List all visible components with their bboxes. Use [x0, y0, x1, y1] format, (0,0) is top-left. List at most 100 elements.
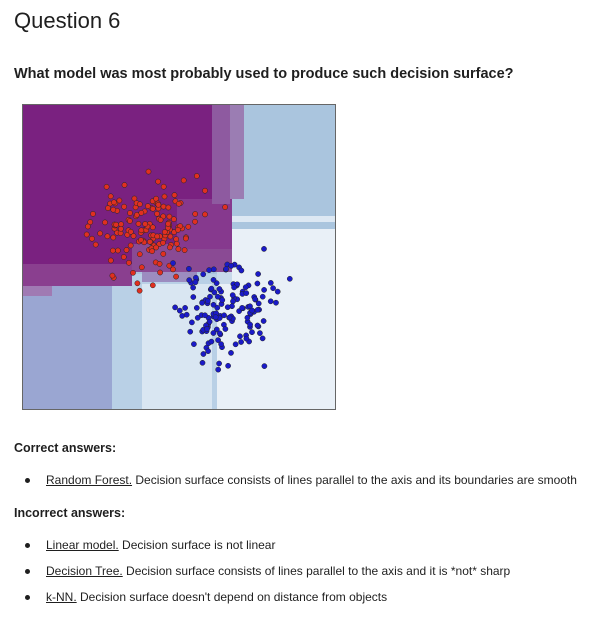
red-point	[120, 254, 127, 260]
blue-point	[212, 314, 219, 321]
red-point	[116, 197, 123, 204]
blue-point	[244, 314, 251, 321]
red-point	[118, 221, 124, 228]
answer-explanation: Decision surface is not linear	[118, 538, 276, 552]
question-title: Question 6	[14, 8, 121, 33]
red-point	[142, 221, 148, 227]
red-point	[161, 229, 168, 235]
blue-point	[255, 271, 261, 277]
answer-linear-model: Linear model. Decision surface is not li…	[0, 537, 510, 563]
blue-point	[261, 363, 268, 369]
red-point	[149, 248, 155, 255]
bullet-icon	[25, 478, 30, 483]
blue-point	[249, 329, 255, 336]
red-point	[160, 251, 167, 257]
red-point	[107, 257, 114, 264]
answer-link[interactable]: Decision Tree.	[46, 564, 123, 578]
red-point	[89, 235, 95, 242]
blue-point	[199, 300, 205, 306]
blue-point	[208, 285, 215, 292]
answer-explanation: Decision surface consists of lines paral…	[122, 564, 511, 578]
blue-point	[199, 359, 206, 366]
blue-point	[200, 271, 207, 278]
plot-frame	[22, 104, 336, 410]
blue-point	[186, 265, 192, 272]
red-point	[121, 203, 127, 210]
blue-point	[210, 266, 217, 273]
blue-point	[215, 337, 221, 343]
blue-point	[200, 351, 207, 357]
red-point	[154, 210, 160, 217]
blue-point	[254, 280, 261, 287]
blue-point	[170, 260, 176, 266]
blue-point	[225, 362, 231, 369]
blue-point	[286, 275, 293, 282]
blue-point	[247, 321, 253, 328]
red-point	[145, 203, 151, 209]
blue-point	[252, 296, 258, 303]
answer-link[interactable]: k-NN.	[46, 590, 77, 604]
blue-point	[211, 289, 218, 296]
red-point	[171, 192, 178, 198]
red-point	[153, 195, 159, 202]
blue-point	[216, 330, 223, 337]
blue-point	[267, 280, 274, 286]
blue-point	[190, 294, 197, 300]
blue-point	[210, 301, 217, 308]
red-point	[127, 218, 133, 224]
blue-point	[229, 292, 236, 298]
red-point	[121, 182, 128, 188]
red-point	[156, 261, 163, 267]
incorrect-answers-list: Linear model. Decision surface is not li…	[0, 537, 510, 615]
answer-explanation: Decision surface doesn't depend on dista…	[76, 590, 388, 604]
red-point	[109, 272, 116, 279]
red-point	[166, 213, 173, 220]
red-point	[160, 203, 167, 210]
red-point	[165, 221, 171, 227]
blue-point	[176, 307, 183, 314]
answer-random-forest: Random Forest. Decision surface consists…	[0, 472, 577, 498]
blue-point	[254, 322, 261, 329]
bullet-icon	[25, 543, 30, 548]
red-point	[155, 201, 162, 208]
blue-point	[230, 298, 236, 305]
blue-point	[193, 305, 200, 311]
blue-point	[226, 314, 233, 321]
blue-point	[261, 246, 267, 252]
blue-point	[208, 338, 215, 345]
red-point	[173, 240, 180, 247]
blue-point	[267, 298, 274, 305]
red-point	[97, 230, 103, 237]
red-point	[154, 233, 161, 240]
correct-answers-list: Random Forest. Decision surface consists…	[0, 472, 577, 498]
answer-link[interactable]: Random Forest.	[46, 473, 133, 487]
red-point	[202, 187, 208, 194]
red-point	[155, 178, 161, 185]
data-points	[83, 168, 293, 373]
blue-point	[257, 330, 263, 336]
blue-point	[183, 311, 190, 318]
red-point	[161, 193, 168, 200]
red-point	[181, 247, 188, 253]
red-point	[175, 246, 182, 252]
red-point	[147, 238, 153, 245]
red-point	[111, 199, 117, 206]
red-point	[175, 227, 181, 233]
red-point	[182, 235, 189, 242]
red-point	[103, 183, 110, 190]
blue-point	[249, 307, 256, 314]
red-point	[202, 211, 208, 218]
blue-point	[228, 263, 235, 269]
answer-explanation: Decision surface consists of lines paral…	[132, 473, 577, 487]
blue-point	[218, 341, 224, 347]
answer-decision-tree: Decision Tree. Decision surface consists…	[0, 563, 510, 589]
blue-point	[192, 279, 199, 286]
red-point	[135, 220, 142, 227]
red-point	[157, 217, 164, 223]
correct-answers-heading: Correct answers:	[14, 441, 117, 455]
red-point	[127, 210, 133, 216]
answer-link[interactable]: Linear model.	[46, 538, 119, 552]
red-point	[134, 280, 141, 287]
red-point	[171, 216, 177, 223]
red-point	[160, 239, 166, 246]
